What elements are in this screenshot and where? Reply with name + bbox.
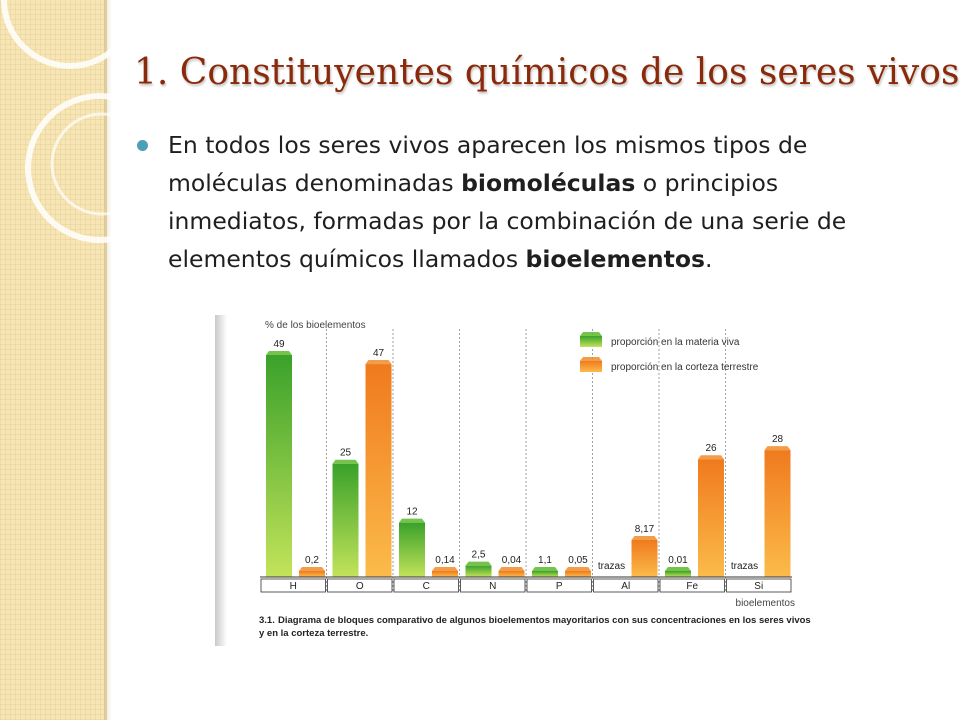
bar-earth-crust-Fe: [698, 459, 724, 577]
category-box: [460, 578, 526, 593]
legend-label-living-matter: proporción en la materia viva: [611, 337, 740, 348]
category-box: [327, 578, 393, 593]
bold-term-bioelementos: bioelementos: [525, 245, 706, 273]
bar-earth-crust-O: [365, 364, 392, 577]
bar-top-cap: [498, 567, 525, 571]
data-label: 1,1: [538, 555, 552, 566]
x-tick-label: Fe: [686, 581, 698, 592]
legend-swatch-earth-crust: [580, 361, 602, 372]
figure-caption-line-2: y en la corteza terrestre.: [259, 628, 368, 639]
data-label: 25: [340, 448, 352, 459]
bar-top-cap: [432, 567, 458, 571]
decorative-circle-large: [25, 93, 140, 243]
category-box: [726, 578, 792, 593]
bar-living-matter-H: [266, 355, 292, 577]
bar-earth-crust-H: [299, 571, 325, 577]
bar-chart: % de los bioelementos 49 0,2 25 47 12 0,14 2,5 0…: [259, 320, 811, 639]
legend-swatch-living-matter: [580, 336, 602, 347]
bullet-paragraph: En todos los seres vivos aparecen los mi…: [168, 126, 888, 278]
bar-top-cap: [565, 567, 591, 571]
decorative-circle-top: [1, 0, 139, 69]
bar-earth-crust-Al: [631, 539, 658, 577]
data-label: 47: [373, 348, 385, 359]
data-label: 0,14: [435, 555, 455, 566]
x-tick-label: H: [290, 581, 297, 592]
x-tick-label: P: [556, 581, 563, 592]
category-box: [260, 578, 326, 593]
legend-swatch-cap: [580, 332, 602, 336]
bar-top-cap: [665, 567, 691, 571]
bar-living-matter-C: [399, 522, 425, 577]
paragraph-text: o principios inmediatos, formadas por la…: [168, 169, 847, 273]
x-tick-label: Al: [621, 581, 630, 592]
bold-term-biomoleculas: biomoléculas: [461, 169, 636, 197]
data-label: 0,05: [568, 555, 588, 566]
x-tick-label: Si: [754, 581, 763, 592]
bar-living-matter-N: [465, 565, 492, 577]
data-label: 12: [406, 507, 418, 518]
bar-top-cap: [764, 446, 791, 451]
figure-scan-edge: [215, 315, 227, 646]
bar-top-cap: [465, 561, 492, 566]
category-box: [526, 578, 592, 593]
x-tick-label: N: [489, 581, 496, 592]
slide-title: 1. Constituyentes químicos de los seres …: [134, 52, 960, 93]
data-label: 8,17: [635, 524, 655, 535]
data-label: 49: [273, 339, 285, 350]
x-axis-label: bioelementos: [736, 598, 795, 609]
data-label-trace: trazas: [731, 561, 758, 572]
bar-living-matter-O: [332, 463, 359, 577]
data-label: 0,2: [305, 555, 319, 566]
category-box: [593, 578, 659, 593]
data-label-trace: trazas: [598, 561, 625, 572]
strip-shadow: [104, 0, 112, 720]
figure-caption-line-1: Diagrama de bloques comparativo de algun…: [278, 615, 811, 626]
data-label: 28: [772, 434, 784, 445]
bar-earth-crust-C: [432, 571, 458, 577]
y-axis-label: % de los bioelementos: [265, 320, 366, 331]
bar-earth-crust-N: [498, 571, 525, 577]
decorative-circle-inner: [50, 112, 140, 216]
bar-living-matter-Fe: [665, 571, 691, 577]
data-label: 0,04: [502, 555, 522, 566]
x-tick-label: O: [356, 581, 364, 592]
decorative-circles: [1, 0, 140, 243]
data-label: 2,5: [472, 550, 486, 561]
bar-earth-crust-Si: [764, 450, 791, 577]
legend-swatch-cap: [580, 357, 602, 361]
bar-top-cap: [266, 351, 292, 355]
bar-earth-crust-P: [565, 571, 591, 577]
data-label: 0,01: [668, 555, 688, 566]
bar-living-matter-P: [532, 571, 558, 577]
bar-top-cap: [399, 518, 425, 523]
legend-label-earth-crust: proporción en la corteza terrestre: [611, 362, 759, 373]
category-box: [393, 578, 459, 593]
x-tick-label: C: [423, 581, 430, 592]
decorative-left-strip: [0, 0, 107, 720]
figure-caption-number: 3.1.: [259, 615, 275, 626]
bar-top-cap: [332, 459, 359, 464]
bar-top-cap: [365, 360, 392, 365]
bar-top-cap: [698, 455, 724, 460]
data-label: 26: [705, 443, 717, 454]
bar-top-cap: [631, 535, 658, 540]
paragraph-text: En todos los seres vivos aparecen los mi…: [168, 131, 808, 197]
bar-top-cap: [299, 567, 325, 571]
paragraph-text: .: [705, 245, 713, 273]
category-box: [659, 578, 725, 593]
bullet-marker: [137, 140, 148, 151]
bar-chart-figure: % de los bioelementos 49 0,2 25 47 12 0,14 2,5 0…: [215, 315, 817, 646]
bar-top-cap: [532, 567, 558, 571]
